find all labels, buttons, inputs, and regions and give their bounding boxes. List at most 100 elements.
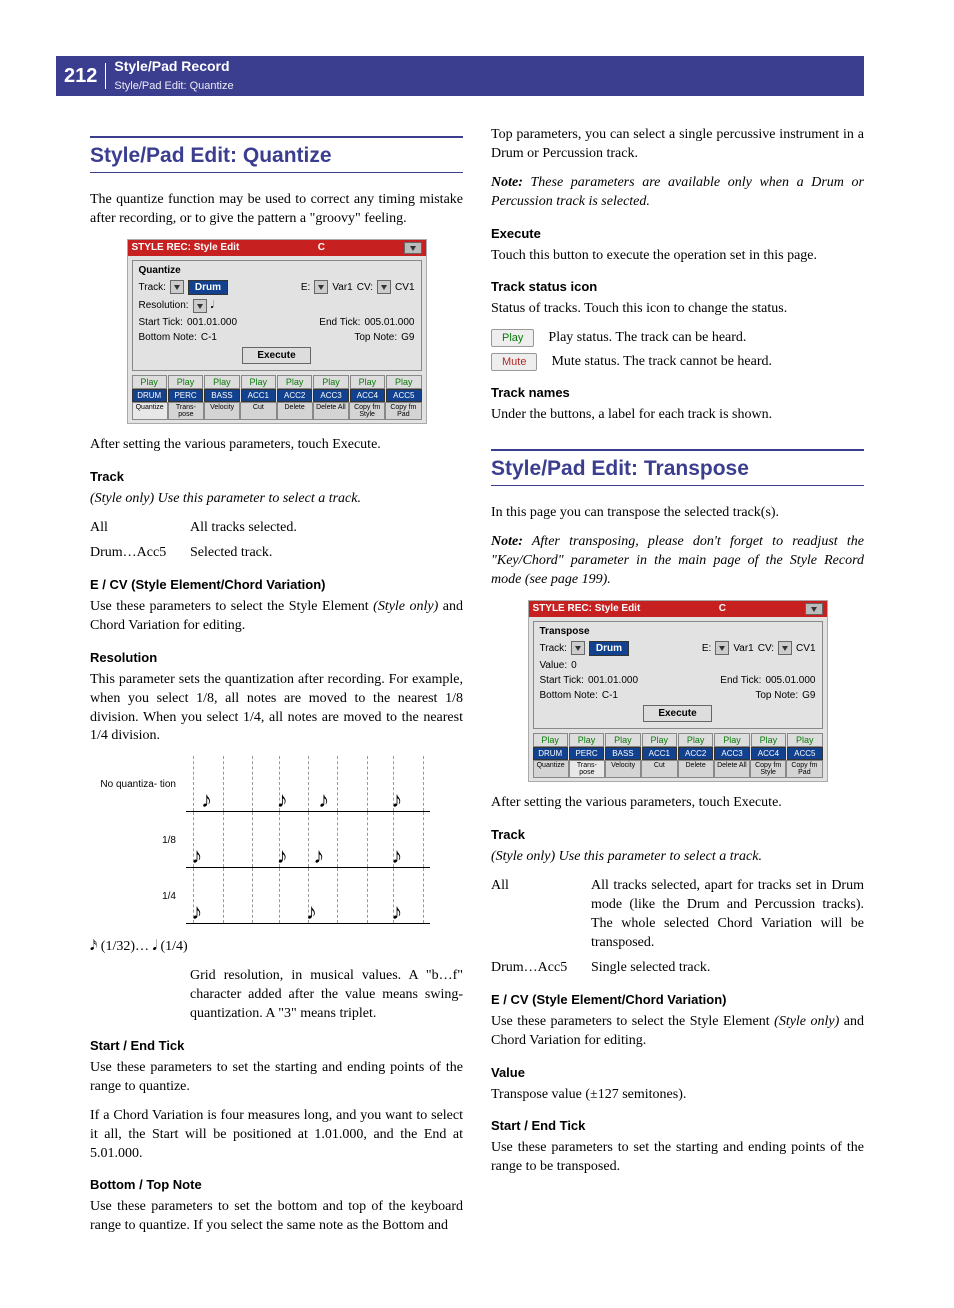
ui-res-label: Resolution: [139,300,189,311]
notation-label: 1/8 [90,835,186,846]
ui-tab-2[interactable]: Velocity [204,402,240,421]
note-icon: ♪ [277,845,288,867]
start-body: Use these parameters to set the starting… [90,1059,463,1097]
ecv-subhead: E / CV (Style Element/Chord Variation) [90,577,463,592]
ui-trackbtn-7[interactable]: Play [386,375,421,389]
ui-trackname-0: DRUM [132,389,167,402]
btn-subhead: Bottom / Top Note [90,1177,463,1192]
note-icon: ♪ [318,789,329,811]
ui-tab-3[interactable]: Cut [641,760,677,779]
menu-dropdown-icon[interactable] [404,242,422,254]
track-body2: (Style only) Use this parameter to selec… [491,848,864,867]
ui-trackbtn-7[interactable]: Play [787,733,822,747]
ui-trackbtn-5[interactable]: Play [714,733,749,747]
res-range: 𝅘𝅥𝅯 (1/32)… 𝅘𝅥 (1/4) [90,938,463,957]
ui-trackbtn-2[interactable]: Play [605,733,640,747]
page-header: 212 Style/Pad Record Style/Pad Edit: Qua… [56,56,864,96]
ui-tab-2[interactable]: Velocity [605,760,641,779]
ui-trackbtn-1[interactable]: Play [168,375,203,389]
ui-trackname-6: ACC4 [350,389,385,402]
track-dropdown-icon[interactable] [170,280,184,294]
ui-start-value[interactable]: 001.01.000 [187,317,237,328]
ui-tab-1[interactable]: Trans- pose [168,402,204,421]
names-body: Under the buttons, a label for each trac… [491,406,864,425]
cv-dropdown-icon[interactable] [377,280,391,294]
ui-trackbtn-4[interactable]: Play [277,375,312,389]
ui-res-value[interactable]: 𝅘𝅥 [211,300,214,311]
e-dropdown-icon[interactable] [314,280,328,294]
res-dropdown-icon[interactable] [193,299,207,313]
ui-tab-1[interactable]: Trans- pose [569,760,605,779]
ui-tab-6[interactable]: Copy fm Style [349,402,385,421]
track-subhead: Track [90,469,463,484]
ui-tab-7[interactable]: Copy fm Pad [385,402,421,421]
def-all-def: All tracks selected. [190,519,463,538]
ui-trackname-7: ACC5 [787,747,822,760]
ui-end-label2: End Tick: [720,675,761,686]
ui-tab-7[interactable]: Copy fm Pad [786,760,822,779]
track-dropdown-icon2[interactable] [571,641,585,655]
ui-trackbtn-2[interactable]: Play [204,375,239,389]
menu-dropdown-icon2[interactable] [805,603,823,615]
ui-trackname-0: DRUM [533,747,568,760]
note-icon: ♪ [391,901,402,923]
ui-bottom-value[interactable]: C-1 [201,332,217,343]
ui-trackbtn-6[interactable]: Play [350,375,385,389]
ui-tabs-row: QuantizeTrans- poseVelocityCutDeleteDele… [132,402,422,421]
ui-titlebar2: STYLE REC: Style Edit C [529,601,827,617]
ui-trackname-2: BASS [204,389,239,402]
ui-bottom-value2[interactable]: C-1 [602,690,618,701]
start-body2: If a Chord Variation is four measures lo… [90,1107,463,1164]
play-def: Play status. The track can be heard. [548,330,746,346]
ui-e-value[interactable]: Var1 [332,282,352,293]
ui-value-label: Value: [540,660,568,671]
ui-value-value[interactable]: 0 [571,660,577,671]
ui-title: STYLE REC: Style Edit [132,242,240,253]
ui-end-value[interactable]: 005.01.000 [364,317,414,328]
ui-track-label: Track: [139,282,166,293]
ui-top-value2[interactable]: G9 [802,690,815,701]
start-body2r: Use these parameters to set the starting… [491,1139,864,1177]
ui-tab-6[interactable]: Copy fm Style [750,760,786,779]
ui-trackbtn-4[interactable]: Play [678,733,713,747]
ui-tab-4[interactable]: Delete [277,402,313,421]
ui-trackname-2: BASS [605,747,640,760]
ui-trackbtn-5[interactable]: Play [313,375,348,389]
ui-tab-5[interactable]: Delete All [714,760,750,779]
ui-trackbtn-3[interactable]: Play [241,375,276,389]
ui-track-names-row2: DRUMPERCBASSACC1ACC2ACC3ACC4ACC5 [533,747,823,760]
ui-trackbtn-3[interactable]: Play [642,733,677,747]
ui-tab-0[interactable]: Quantize [132,402,168,421]
ui-track-value[interactable]: Drum [188,280,228,295]
ui-e-value2[interactable]: Var1 [733,643,753,654]
ui-start-value2[interactable]: 001.01.000 [588,675,638,686]
notation-label: No quantiza- tion [90,779,186,790]
start-subhead2: Start / End Tick [491,1118,864,1133]
btn-body: Use these parameters to set the bottom a… [90,1198,463,1236]
ui-cv-value2[interactable]: CV1 [796,643,815,654]
ui-trackbtn-0[interactable]: Play [533,733,568,747]
ui-tab-4[interactable]: Delete [678,760,714,779]
note-icon: ♪ [313,845,324,867]
ui-tab-0[interactable]: Quantize [533,760,569,779]
ui-e-label: E: [301,282,310,293]
execute-button[interactable]: Execute [242,347,310,364]
def-drum-term: Drum…Acc5 [90,544,190,563]
ui-cv-value[interactable]: CV1 [395,282,414,293]
ui-trackbtn-1[interactable]: Play [569,733,604,747]
cv-dropdown-icon2[interactable] [778,641,792,655]
ui-trackbtn-0[interactable]: Play [132,375,167,389]
ui-tab-3[interactable]: Cut [240,402,276,421]
ui-track-names-row: DRUMPERCBASSACC1ACC2ACC3ACC4ACC5 [132,389,422,402]
e-dropdown-icon2[interactable] [715,641,729,655]
after-execute2: After setting the various parameters, to… [491,794,864,813]
execute-button2[interactable]: Execute [643,705,711,722]
ui-end-value2[interactable]: 005.01.000 [765,675,815,686]
ui-top-value[interactable]: G9 [401,332,414,343]
ui-tab-5[interactable]: Delete All [313,402,349,421]
ui-trackbtn-6[interactable]: Play [751,733,786,747]
ui-title-center: C [239,242,403,253]
ui-track-status-row: PlayPlayPlayPlayPlayPlayPlayPlay [132,375,422,389]
ui-top-label: Top Note: [354,332,397,343]
ui-track-value2[interactable]: Drum [589,641,629,656]
